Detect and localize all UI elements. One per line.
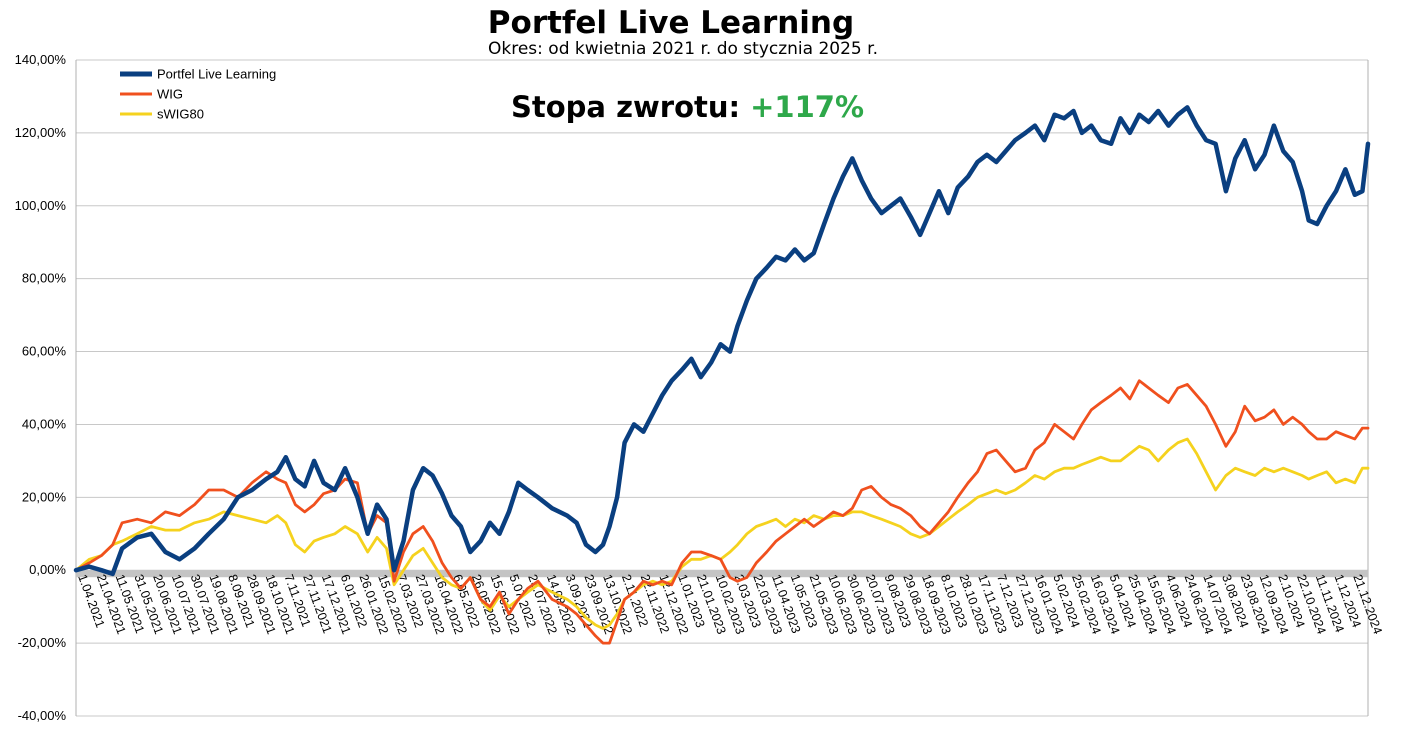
chart-title: Portfel Live Learning xyxy=(488,5,854,41)
chart-subtitle: Okres: od kwietnia 2021 r. do stycznia 2… xyxy=(488,39,878,59)
y-tick-label: 0,00% xyxy=(29,562,66,577)
y-tick-label: 80,00% xyxy=(22,271,67,286)
x-axis-tick-labels: 1.04.202121.04.202111.05.202131.05.20212… xyxy=(75,572,1385,636)
grid-lines xyxy=(75,59,1369,717)
y-tick-label: 60,00% xyxy=(22,344,67,359)
y-tick-label: -40,00% xyxy=(18,708,67,723)
y-axis-tick-labels: -40,00% -20,00% 0,00% 20,00% 40,00% 60,00% 80,… xyxy=(15,52,67,723)
series-line-wig xyxy=(74,379,1370,645)
legend-label: Portfel Live Learning xyxy=(157,67,276,82)
y-tick-label: 40,00% xyxy=(22,416,67,431)
y-tick-label: 20,00% xyxy=(22,489,67,504)
y-tick-label: -20,00% xyxy=(18,635,67,650)
series-lines xyxy=(73,105,1371,645)
y-tick-label: 120,00% xyxy=(15,125,67,140)
return-label: Stopa zwrotu: xyxy=(511,90,740,124)
return-value: +117% xyxy=(750,90,864,124)
y-tick-label: 100,00% xyxy=(15,198,67,213)
legend: Portfel Live Learning WIG sWIG80 xyxy=(120,67,276,122)
y-tick-label: 140,00% xyxy=(15,52,67,67)
legend-label: WIG xyxy=(157,87,183,102)
legend-label: sWIG80 xyxy=(157,107,204,122)
series-line-portfel-live-learning xyxy=(73,105,1371,577)
return-annotation: Stopa zwrotu: +117% xyxy=(511,90,864,124)
x-axis-baseline xyxy=(76,570,1368,578)
series-line-swig80 xyxy=(74,437,1370,630)
